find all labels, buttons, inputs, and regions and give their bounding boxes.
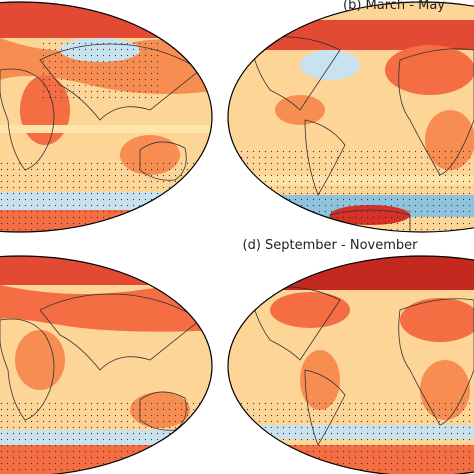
panel-title: (b) March - May: [343, 0, 445, 13]
map-panel: [228, 2, 474, 232]
panel-title: (d) September - November: [243, 238, 419, 253]
map-panel: [228, 256, 474, 474]
